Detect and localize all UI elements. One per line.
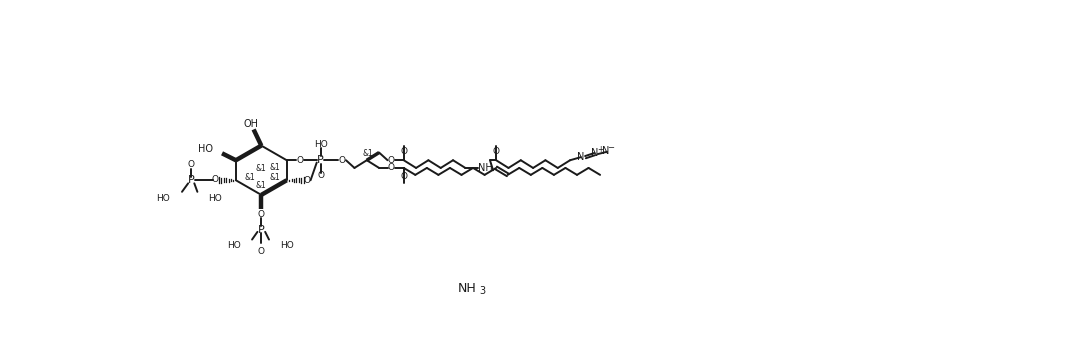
Text: NH: NH <box>458 282 476 294</box>
Text: O: O <box>400 147 407 156</box>
Text: −: − <box>607 143 615 152</box>
Text: +: + <box>596 145 603 154</box>
Text: &1: &1 <box>269 174 280 183</box>
Text: &1: &1 <box>269 163 280 172</box>
Text: HO: HO <box>314 140 327 149</box>
Text: O: O <box>339 156 346 165</box>
Text: O: O <box>304 176 311 185</box>
Text: &1: &1 <box>256 181 266 190</box>
Text: HO: HO <box>198 144 213 154</box>
Text: N: N <box>602 146 609 156</box>
Text: O: O <box>296 156 304 165</box>
Text: HO: HO <box>280 241 294 250</box>
Text: HO: HO <box>227 241 241 250</box>
Text: O: O <box>317 171 324 180</box>
Text: 3: 3 <box>479 286 486 296</box>
Text: O: O <box>258 247 265 256</box>
Text: O: O <box>400 172 407 181</box>
Text: HO: HO <box>208 194 222 203</box>
Text: O: O <box>187 160 195 169</box>
Text: HO: HO <box>155 194 169 203</box>
Text: &1: &1 <box>256 164 266 173</box>
Text: O: O <box>493 147 499 156</box>
Text: P: P <box>317 155 324 165</box>
Text: N: N <box>577 152 585 162</box>
Text: NH: NH <box>478 163 493 173</box>
Text: N: N <box>591 148 599 158</box>
Text: O: O <box>212 175 218 184</box>
Text: OH: OH <box>243 119 258 129</box>
Text: P: P <box>258 225 265 235</box>
Text: O: O <box>388 156 395 165</box>
Text: &1: &1 <box>244 174 256 183</box>
Text: O: O <box>388 163 395 172</box>
Text: &1: &1 <box>363 149 374 158</box>
Text: O: O <box>258 210 265 219</box>
Text: P: P <box>187 175 195 185</box>
